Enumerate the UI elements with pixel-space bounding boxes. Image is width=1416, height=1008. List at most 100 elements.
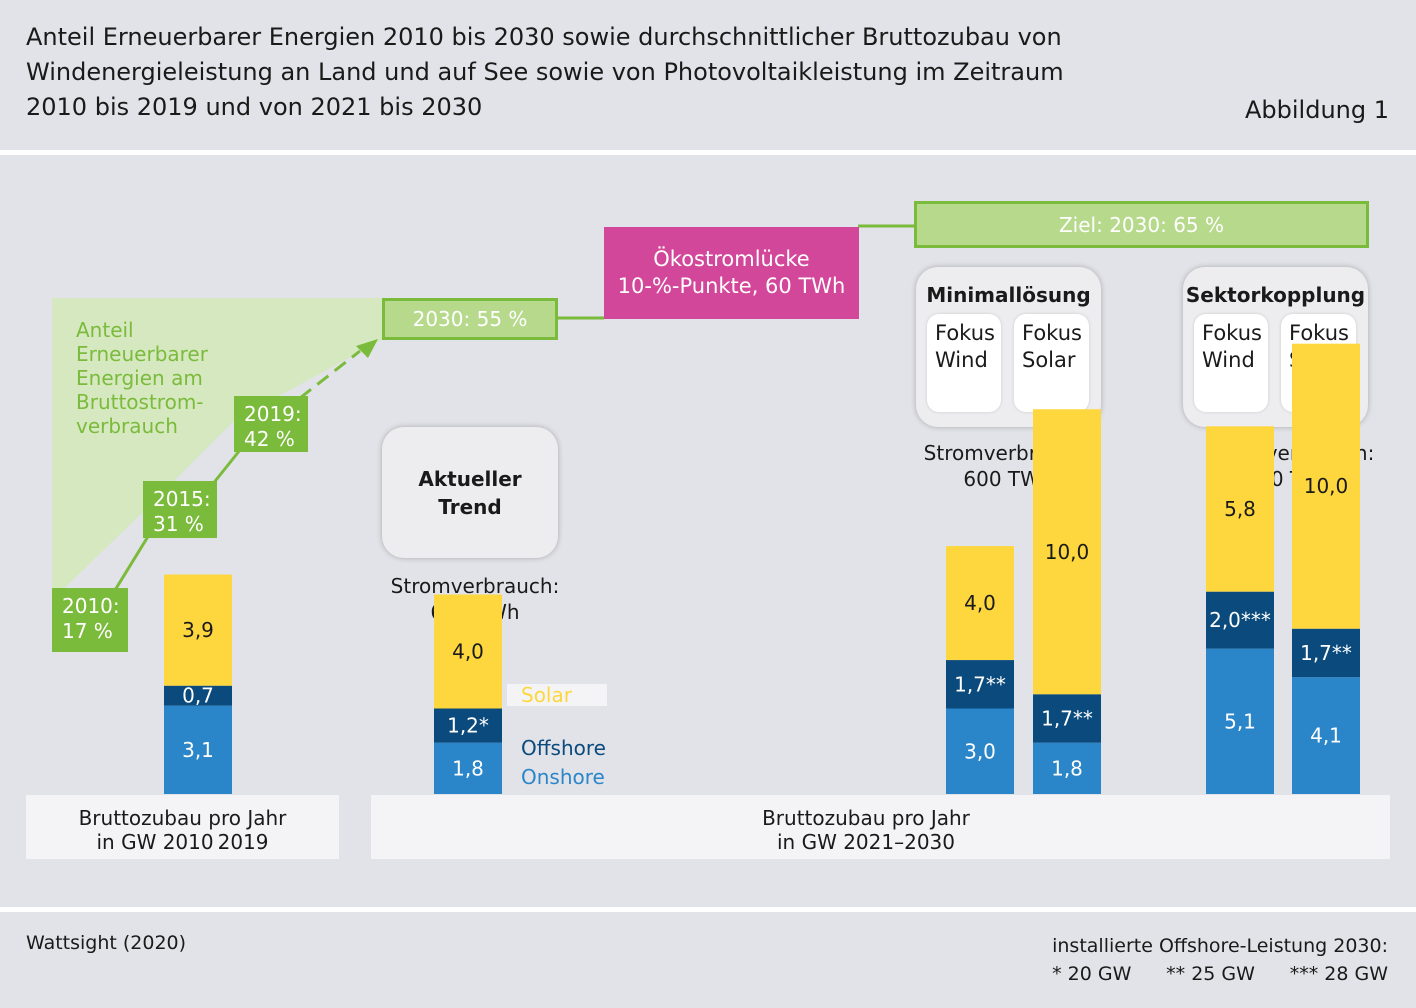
share-point-value: 42 %	[244, 427, 295, 451]
offshore-footnote: installierte Offshore-Leistung 2030: * 2…	[1052, 932, 1388, 988]
footer-divider	[0, 907, 1416, 912]
bar-label-solar-4: 5,8	[1224, 497, 1256, 521]
scenario-title: Aktueller	[418, 466, 522, 491]
share-label-line: Anteil	[76, 318, 134, 342]
share-forecast-line	[299, 349, 361, 400]
share-point-2019: 2019: 42 %	[234, 396, 308, 452]
fokus-solar-card: Fokus Solar	[1014, 314, 1089, 412]
bar-offshore-3	[1033, 694, 1101, 743]
scenario-title: Minimallösung	[926, 283, 1091, 307]
footnote-item: * 20 GW	[1052, 963, 1132, 985]
fokus-label: Fokus	[1289, 321, 1349, 345]
bar-solar-0	[164, 574, 232, 686]
consumption-label: Stromverbrauch:	[390, 574, 560, 598]
bar-solar-4	[1206, 426, 1274, 592]
share-point-year: 2015:	[153, 487, 211, 511]
axis-label-right: Bruttozubau pro Jahr in GW 2021–2030	[371, 806, 1361, 854]
title-line-1: Anteil Erneuerbarer Energien 2010 bis 20…	[26, 23, 1062, 51]
share-label-line: Bruttostrom-	[76, 390, 204, 414]
share-point-2015: 2015: 31 %	[143, 481, 217, 538]
title-line-2: Windenergieleistung an Land und auf See …	[26, 58, 1064, 86]
fokus-label: Fokus	[1022, 321, 1082, 345]
footnote-item: ** 25 GW	[1166, 963, 1255, 985]
legend-solar: Solar	[521, 683, 572, 707]
figure-label: Abbildung 1	[1244, 96, 1389, 124]
bar-label-solar-5: 10,0	[1304, 474, 1349, 498]
bar-label-offshore-2: 1,7**	[954, 672, 1006, 696]
bar-onshore-2	[946, 708, 1014, 794]
axis-label-line: Bruttozubau pro Jahr	[762, 806, 970, 830]
footnote-item: *** 28 GW	[1289, 963, 1388, 985]
scenario-title: Sektorkopplung	[1185, 283, 1366, 307]
bar-label-onshore-2: 3,0	[964, 739, 996, 763]
bar-label-solar-2: 4,0	[964, 591, 996, 615]
legend-onshore: Onshore	[521, 765, 605, 789]
bar-onshore-1	[434, 742, 502, 794]
bar-label-solar-3: 10,0	[1045, 540, 1090, 564]
axis-label-left: Bruttozubau pro Jahr in GW 2010 2019	[26, 806, 339, 854]
gap-value: 10-%-Punkte, 60 TWh	[617, 274, 846, 298]
bar-onshore-5	[1292, 677, 1360, 794]
bar-label-onshore-3: 1,8	[1051, 756, 1083, 780]
share-point-2010: 2010: 17 %	[52, 588, 128, 652]
title-line-3: 2010 bis 2019 und von 2021 bis 2030	[26, 93, 483, 121]
bar-solar-2	[946, 546, 1014, 661]
fokus-label: Fokus	[1202, 321, 1262, 345]
bar-label-onshore-5: 4,1	[1310, 724, 1342, 748]
gap-box: Ökostromlücke 10-%-Punkte, 60 TWh	[604, 227, 859, 319]
share-area	[52, 298, 382, 600]
share-label-line: Energien am	[76, 366, 203, 390]
fokus-label: Wind	[935, 348, 988, 372]
share-point-value: 31 %	[153, 512, 204, 536]
bar-onshore-0	[164, 705, 232, 794]
legend-solar-bg	[507, 684, 607, 706]
fokus-wind-card: Fokus Wind	[927, 314, 1001, 412]
fokus-label: Fokus	[935, 321, 995, 345]
bar-solar-5	[1292, 343, 1360, 629]
bar-offshore-1	[434, 708, 502, 743]
gap-title: Ökostromlücke	[653, 247, 810, 271]
bar-solar-1	[434, 594, 502, 709]
share-point-year: 2010:	[62, 594, 120, 618]
fokus-label: Solar	[1022, 348, 1076, 372]
share-point-value: 17 %	[62, 619, 113, 643]
bar-label-offshore-4: 2,0***	[1209, 608, 1271, 632]
bar-label-offshore-3: 1,7**	[1041, 706, 1093, 730]
share-line-1	[110, 529, 154, 596]
fokus-wind-card: Fokus Wind	[1194, 314, 1268, 412]
target-2030-box: 2030: 55 %	[382, 298, 558, 340]
axis-label-line: in GW 2010 2019	[96, 830, 269, 854]
header-divider	[0, 150, 1416, 155]
bar-label-offshore-0: 0,7	[182, 684, 214, 708]
bar-offshore-2	[946, 660, 1014, 709]
share-arrow-head	[356, 339, 378, 358]
legend-offshore: Offshore	[521, 736, 606, 760]
bar-onshore-3	[1033, 742, 1101, 794]
chart-area: Anteil Erneuerbarer Energien am Bruttost…	[0, 155, 1416, 907]
bar-label-onshore-1: 1,8	[452, 756, 484, 780]
bar-label-solar-0: 3,9	[182, 618, 214, 642]
bar-offshore-0	[164, 685, 232, 706]
scenario-trend: Aktueller Trend	[382, 427, 558, 558]
footnote-title: installierte Offshore-Leistung 2030:	[1052, 935, 1388, 957]
share-series-label: Anteil Erneuerbarer Energien am Bruttost…	[76, 318, 208, 438]
bar-label-onshore-4: 5,1	[1224, 709, 1256, 733]
chart-title: Anteil Erneuerbarer Energien 2010 bis 20…	[26, 20, 1206, 125]
bar-label-solar-1: 4,0	[452, 640, 484, 664]
fokus-label: Wind	[1202, 348, 1255, 372]
bar-onshore-4	[1206, 648, 1274, 794]
share-label-line: Erneuerbarer	[76, 342, 208, 366]
scenario-minimal: Minimallösung Fokus Wind Fokus Solar	[916, 267, 1101, 427]
bar-offshore-5	[1292, 628, 1360, 678]
bar-label-offshore-1: 1,2*	[447, 714, 489, 738]
axis-label-line: in GW 2021–2030	[776, 830, 956, 854]
source-note: Wattsight (2020)	[26, 932, 187, 954]
bar-solar-3	[1033, 409, 1101, 695]
scenario-title: Trend	[438, 494, 502, 519]
bar-offshore-4	[1206, 591, 1274, 649]
share-point-year: 2019:	[244, 402, 302, 426]
bar-label-onshore-0: 3,1	[182, 738, 214, 762]
bar-chart: 3,1 0,7 3,9 1,8 1,2* 4,0 3,0 1,7** 4,0 1,8 1,7** 10…	[164, 343, 1360, 794]
axis-label-line: Bruttozubau pro Jahr	[78, 806, 287, 830]
axis-panel-right	[371, 795, 1390, 859]
